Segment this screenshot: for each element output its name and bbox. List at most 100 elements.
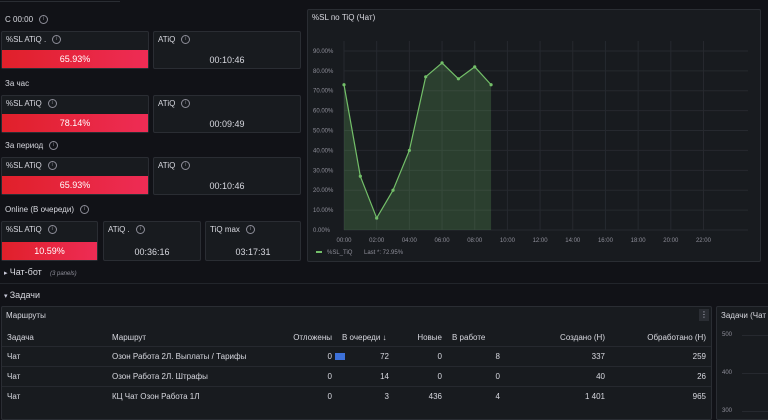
series-line: [343, 62, 492, 220]
chart-panel-sl-tiq[interactable]: %SL по TiQ (Чат) 0.00% 10.00% 20.00% 30.00%…: [307, 9, 761, 262]
table-header: Задача Маршрут Отложены В очереди ↓ Новы…: [2, 328, 711, 347]
tasks-chat-panel[interactable]: Задачи (Чат 500 400 300: [716, 306, 768, 420]
table-row[interactable]: Чат Озон Работа 2Л. Штрафы 0 14 0 0 40 2…: [2, 366, 711, 387]
cell: 0: [277, 386, 337, 406]
col-header[interactable]: Создано (Н): [560, 332, 605, 342]
cell: 4: [447, 386, 505, 406]
chevron-right-icon: ▸: [4, 270, 8, 277]
legend-last-value: Last *: 72.95%: [364, 250, 404, 256]
chart-title: %SL по TiQ (Чат): [312, 13, 376, 22]
y-tick-label: 400: [722, 370, 733, 376]
y-tick-label: 70.00%: [313, 89, 334, 95]
cell: 8: [447, 346, 505, 367]
table-row[interactable]: Чат Озон Работа 2Л. Выплаты / Тарифы 0 7…: [2, 346, 711, 367]
info-icon[interactable]: i: [47, 99, 57, 109]
stat-value: 78.14%: [2, 114, 148, 132]
queue-bar: [335, 353, 345, 360]
cell: 1 401: [505, 386, 610, 406]
cell: 0: [277, 346, 337, 367]
stat-panel-online-tiq[interactable]: TiQ max i 03:17:31: [205, 221, 301, 261]
cell: 14: [337, 366, 394, 387]
info-icon[interactable]: i: [181, 35, 191, 45]
info-icon[interactable]: i: [39, 15, 49, 25]
legend-label: %SL_TiQ: [327, 250, 353, 256]
section-label: Online (В очереди): [5, 205, 74, 214]
x-tick-label: 08:00: [467, 238, 483, 244]
x-tick-label: 00:00: [336, 238, 352, 244]
cell: 3: [337, 386, 394, 406]
info-icon[interactable]: i: [79, 205, 89, 215]
info-icon[interactable]: i: [181, 99, 191, 109]
data-point: [391, 188, 395, 192]
cell: 337: [505, 346, 610, 367]
cell: 436: [394, 386, 447, 406]
section-label: За час: [5, 79, 30, 88]
col-header[interactable]: Новые: [417, 332, 442, 342]
routes-table: Задача Маршрут Отложены В очереди ↓ Новы…: [2, 328, 711, 406]
stat-panel-hour-atiq[interactable]: ATiQ i 00:09:49: [153, 95, 301, 133]
col-header[interactable]: Маршрут: [112, 332, 147, 342]
data-point: [342, 83, 346, 87]
stat-value: 10.59%: [2, 242, 97, 260]
info-icon[interactable]: i: [135, 225, 145, 235]
col-header[interactable]: В очереди ↓: [342, 332, 387, 342]
stat-panel-period-sl[interactable]: %SL ATiQ i 65.93%: [1, 157, 149, 195]
y-tick-label: 40.00%: [313, 148, 334, 154]
top-header-fragment: [0, 0, 120, 2]
grid-line: [742, 335, 768, 336]
stat-value: 65.93%: [2, 176, 148, 194]
table-row[interactable]: Чат КЦ Чат Озон Работа 1Л 0 3 436 4 1 40…: [2, 386, 711, 406]
panel-menu-icon[interactable]: ⋮: [699, 309, 709, 321]
cell: Чат: [2, 346, 107, 367]
routes-title: Маршруты: [6, 311, 46, 320]
cell: 965: [610, 386, 711, 406]
x-tick-label: 22:00: [696, 238, 712, 244]
data-point: [358, 174, 362, 178]
y-tick-label: 50.00%: [313, 129, 334, 135]
data-point: [489, 83, 493, 87]
row-chatbot[interactable]: ▸ Чат-бот (3 panels): [4, 265, 77, 279]
section-title-c0000: С 00:00 i: [5, 15, 49, 25]
section-title-online: Online (В очереди) i: [5, 205, 89, 215]
stat-panel-hour-sl[interactable]: %SL ATiQ i 78.14%: [1, 95, 149, 133]
cell: Чат: [2, 366, 107, 387]
y-tick-label: 20.00%: [313, 188, 334, 194]
grid-line: [742, 411, 768, 412]
stat-panel-period-atiq[interactable]: ATiQ i 00:10:46: [153, 157, 301, 195]
x-tick-label: 02:00: [369, 238, 385, 244]
stat-panel-c0000-sl[interactable]: %SL ATiQ .i 65.93%: [1, 31, 149, 69]
y-tick-label: 500: [722, 332, 733, 338]
row-title: Чат-бот: [9, 267, 42, 277]
data-point: [440, 61, 444, 65]
col-header[interactable]: Задача: [7, 332, 34, 342]
tasks-panel-title: Задачи (Чат: [721, 311, 767, 320]
info-icon[interactable]: i: [245, 225, 255, 235]
cell: 72: [337, 346, 394, 367]
section-label: С 00:00: [5, 15, 34, 24]
stat-panel-online-atiq[interactable]: ATiQ .i 00:36:16: [103, 221, 201, 261]
cell: 0: [277, 366, 337, 387]
col-header[interactable]: В работе: [452, 332, 486, 342]
info-icon[interactable]: i: [181, 161, 191, 171]
routes-panel[interactable]: Маршруты ⋮ Задача Маршрут Отложены В оче…: [1, 306, 712, 420]
info-icon[interactable]: i: [52, 35, 62, 45]
col-header[interactable]: Отложены: [293, 332, 332, 342]
cell: Озон Работа 2Л. Штрафы: [107, 366, 277, 387]
x-tick-label: 16:00: [598, 238, 614, 244]
data-point: [375, 216, 379, 220]
grid-line: [742, 373, 768, 374]
cell: 0: [394, 346, 447, 367]
data-point: [456, 77, 460, 81]
info-icon[interactable]: i: [49, 141, 59, 151]
col-header[interactable]: Обработано (Н): [647, 332, 706, 342]
stat-panel-online-sl[interactable]: %SL ATiQ i 10.59%: [1, 221, 98, 261]
row-tasks[interactable]: ▾ Задачи: [4, 288, 40, 302]
y-tick-label: 80.00%: [313, 69, 334, 75]
info-icon[interactable]: i: [47, 225, 57, 235]
stat-panel-c0000-atiq[interactable]: ATiQ i 00:10:46: [153, 31, 301, 69]
cell: Чат: [2, 386, 107, 406]
y-tick-label: 0.00%: [313, 228, 331, 234]
info-icon[interactable]: i: [47, 161, 57, 171]
x-tick-label: 06:00: [435, 238, 451, 244]
section-label: За период: [5, 141, 44, 150]
